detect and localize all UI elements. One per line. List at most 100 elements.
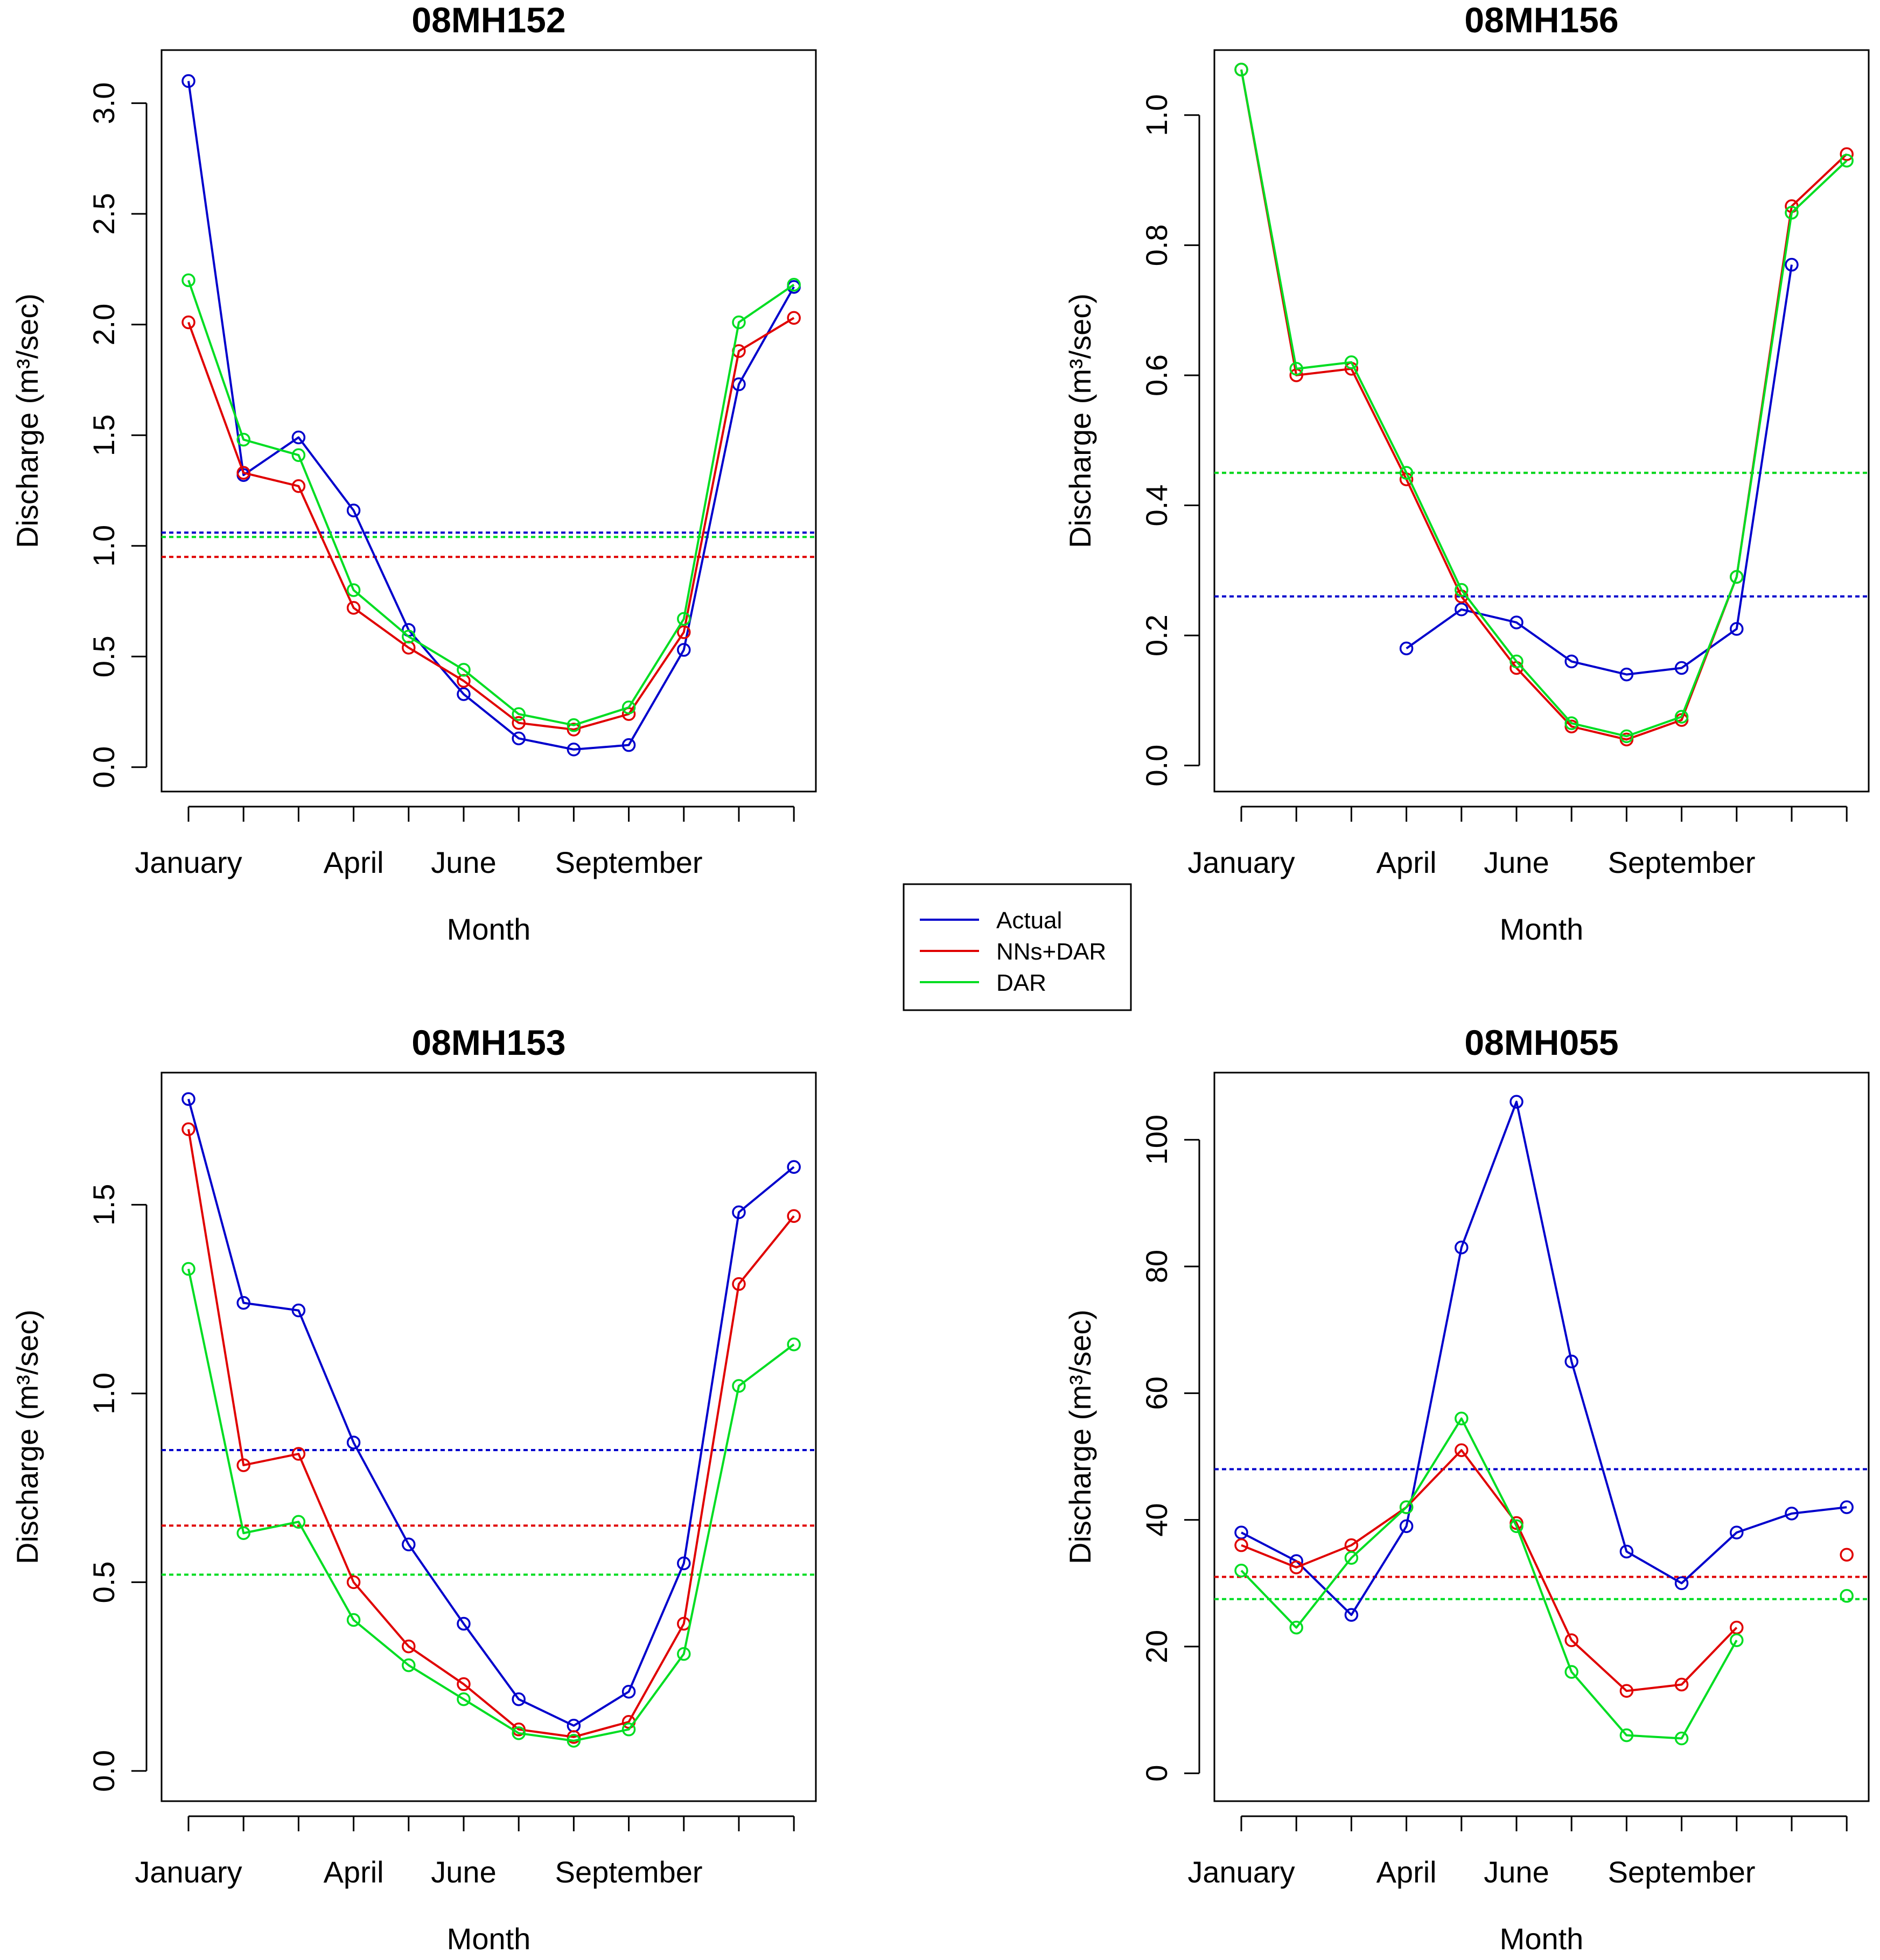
data-point-nns-dar: [236, 466, 250, 480]
data-point-dar: [1840, 153, 1854, 168]
data-point-nns-dar: [181, 1122, 195, 1136]
data-point-dar: [1730, 570, 1744, 584]
data-point-actual: [1564, 1354, 1578, 1369]
data-point-actual: [1840, 1500, 1854, 1514]
y-tick-label: 20: [1140, 1630, 1173, 1663]
data-point-actual: [1730, 1525, 1744, 1539]
chart-title: 08MH153: [411, 1023, 565, 1062]
y-tick-label: 1.5: [87, 1184, 121, 1226]
data-point-dar: [567, 718, 581, 732]
y-tick-label: 0.4: [1140, 485, 1173, 527]
legend-label-dar: DAR: [996, 970, 1046, 996]
plot-frame: [1213, 1072, 1870, 1802]
data-point-dar: [236, 432, 250, 447]
y-tick-label: 0.5: [87, 1561, 121, 1603]
data-point-dar: [621, 1723, 636, 1737]
data-point-nns-dar: [1619, 1684, 1634, 1698]
data-point-actual: [1785, 257, 1799, 272]
legend: Actual NNs+DAR DAR: [903, 883, 1132, 1011]
x-axis-label: Month: [1500, 912, 1584, 946]
data-point-nns-dar: [787, 311, 801, 325]
data-point-dar: [1399, 1500, 1414, 1514]
panel-08MH152: 08MH152 January April June September Month 0.0…: [10, 0, 817, 946]
data-point-actual: [457, 1616, 471, 1631]
y-axis-label: Discharge (m³/sec): [10, 293, 44, 548]
data-point-dar: [181, 273, 195, 288]
y-tick-label: 40: [1140, 1503, 1173, 1536]
data-point-dar: [621, 701, 636, 715]
data-point-dar: [1509, 654, 1523, 669]
series-line-actual: [1241, 1101, 1847, 1616]
legend-label-nns-dar: NNs+DAR: [996, 939, 1106, 965]
data-point-nns-dar: [291, 479, 306, 493]
series-line-actual: [1406, 264, 1793, 676]
y-tick-label: 0.8: [1140, 224, 1173, 266]
data-point-dar: [291, 448, 306, 462]
panel-08MH156: 08MH156 January April June September Month 0.0…: [1063, 0, 1870, 946]
data-point-actual: [1399, 1519, 1414, 1534]
data-point-nns-dar: [1840, 1548, 1854, 1562]
y-tick-label: 100: [1140, 1115, 1173, 1165]
plot-frame: [160, 49, 817, 793]
data-point-nns-dar: [1564, 1633, 1578, 1647]
data-point-dar: [1344, 355, 1359, 369]
data-point-dar: [1730, 1633, 1744, 1647]
x-tick-label: September: [555, 1855, 703, 1889]
data-point-dar: [1399, 466, 1414, 480]
x-tick-label: September: [555, 845, 703, 879]
y-axis-label: Discharge (m³/sec): [1063, 1310, 1097, 1564]
data-point-dar: [1674, 710, 1689, 724]
x-axis-label: Month: [1500, 1922, 1584, 1956]
data-point-actual: [1674, 661, 1689, 675]
plot-frame: [1213, 49, 1870, 793]
x-tick-label: June: [431, 1855, 496, 1889]
y-tick-label: 0.0: [87, 746, 121, 788]
data-point-dar: [402, 629, 416, 644]
series-line-dar: [187, 1269, 795, 1742]
data-point-dar: [512, 707, 526, 721]
x-tick-label: April: [324, 845, 384, 879]
data-point-actual: [621, 738, 636, 752]
data-point-dar: [457, 663, 471, 677]
data-point-actual: [1730, 622, 1744, 636]
y-tick-label: 0.6: [1140, 354, 1173, 396]
series-line-dar: [187, 279, 795, 726]
data-point-actual: [402, 1537, 416, 1552]
data-point-nns-dar: [346, 601, 361, 615]
data-point-dar: [1674, 1731, 1689, 1746]
data-point-nns-dar: [1289, 1560, 1303, 1574]
y-tick-label: 2.5: [87, 193, 121, 235]
panel-08MH153: 08MH153 January April June September Month 0.0…: [10, 1023, 817, 1956]
y-tick-label: 1.0: [1140, 94, 1173, 136]
data-point-dar: [512, 1726, 526, 1740]
data-point-actual: [1455, 1240, 1469, 1255]
data-point-dar: [677, 612, 691, 626]
x-axis-label: Month: [447, 1922, 531, 1956]
x-tick-label: April: [1376, 845, 1437, 879]
series-line-actual: [187, 81, 795, 751]
data-point-nns-dar: [1455, 1443, 1469, 1457]
data-point-actual: [677, 643, 691, 657]
data-point-dar: [787, 1337, 801, 1352]
x-tick-label: June: [1484, 1855, 1549, 1889]
data-point-dar: [567, 1734, 581, 1748]
y-axis-label: Discharge (m³/sec): [10, 1310, 44, 1564]
data-point-actual: [346, 503, 361, 517]
data-point-dar: [1785, 206, 1799, 220]
x-tick-label: June: [431, 845, 496, 879]
chart-title: 08MH055: [1464, 1023, 1618, 1062]
data-point-actual: [1509, 1095, 1523, 1109]
x-tick-label: January: [135, 1855, 242, 1889]
data-point-actual: [1619, 1544, 1634, 1559]
data-point-dar: [346, 1613, 361, 1627]
x-tick-label: September: [1608, 845, 1756, 879]
data-point-actual: [346, 1436, 361, 1450]
data-point-dar: [236, 1526, 250, 1541]
data-point-nns-dar: [402, 1639, 416, 1654]
chart-title: 08MH152: [411, 0, 565, 40]
x-axis-label: Month: [447, 912, 531, 946]
data-point-dar: [677, 1647, 691, 1661]
data-point-nns-dar: [1840, 147, 1854, 162]
y-tick-label: 1.0: [87, 1373, 121, 1415]
series-line-nns-dar: [187, 1129, 795, 1738]
